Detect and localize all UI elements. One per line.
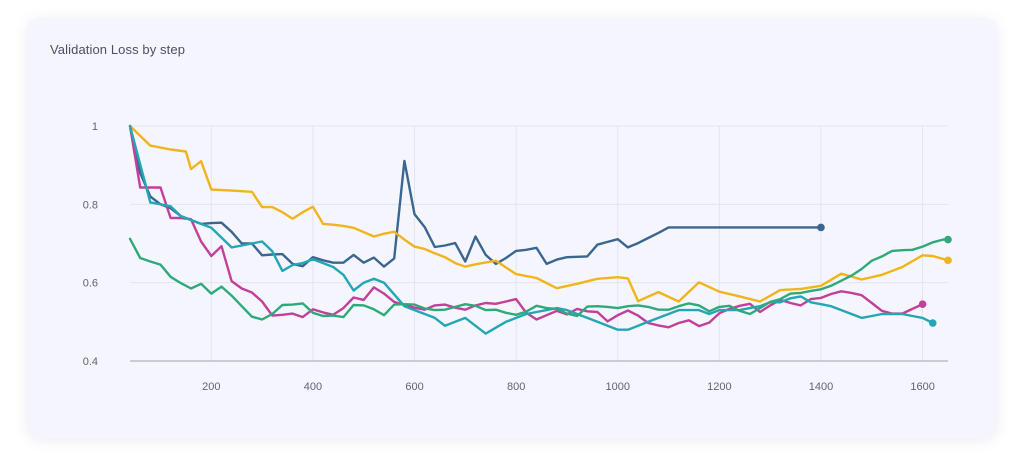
series-end-marker-magenta <box>918 300 927 309</box>
y-tick-label: 0.6 <box>83 278 98 290</box>
series-lines <box>128 124 950 335</box>
x-tick-label: 1000 <box>606 381 630 393</box>
series-line-dark-blue <box>128 124 823 268</box>
series-end-marker-teal <box>928 319 937 327</box>
x-tick-label: 1200 <box>707 381 731 393</box>
x-tick-label: 600 <box>405 381 423 393</box>
series-line-yellow <box>128 124 950 303</box>
y-tick-label: 0.4 <box>83 356 98 368</box>
series-line-green <box>128 237 950 321</box>
chart-card <box>27 18 997 438</box>
series-end-marker-dark-blue <box>817 223 825 232</box>
x-tick-label: 200 <box>202 381 220 393</box>
gridlines <box>130 125 948 361</box>
x-tick-label: 800 <box>507 381 525 393</box>
x-tick-label: 1600 <box>910 381 934 393</box>
series-line-teal <box>128 124 934 335</box>
x-tick-label: 400 <box>304 381 322 393</box>
series-end-marker-yellow <box>944 256 952 265</box>
chart-title: Validation Loss by step <box>50 42 186 57</box>
y-tick-label: 1 <box>92 121 98 133</box>
series-end-markers <box>817 223 952 327</box>
y-tick-label: 0.8 <box>83 199 98 211</box>
x-tick-label: 1400 <box>809 381 833 393</box>
series-end-marker-green <box>944 235 952 244</box>
